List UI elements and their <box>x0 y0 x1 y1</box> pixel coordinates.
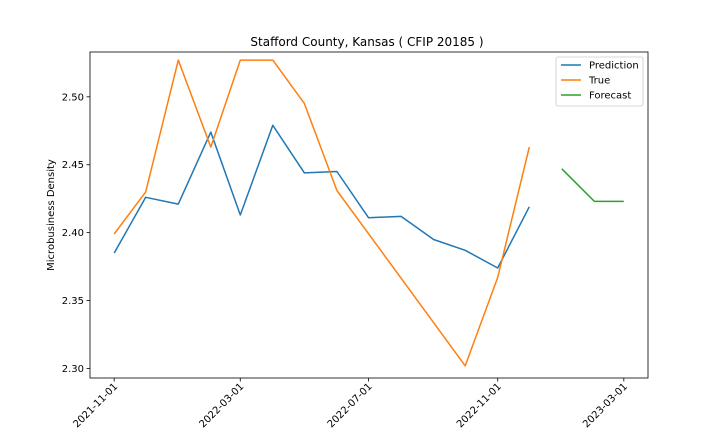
y-axis-title: Microbusiness Density <box>46 159 57 271</box>
legend: Prediction True Forecast <box>555 56 644 107</box>
series-line-true <box>113 59 531 367</box>
legend-label-true: True <box>588 76 610 87</box>
y-tick-label: 2.50 <box>62 92 84 103</box>
plot-area <box>89 51 649 379</box>
series-line-forecast <box>561 168 624 203</box>
chart-title: Stafford County, Kansas ( CFIP 20185 ) <box>250 35 483 49</box>
y-tick-label: 2.40 <box>62 228 84 239</box>
x-tick-label: 2023-03-01 <box>581 381 630 430</box>
series-line-prediction <box>113 124 530 269</box>
legend-box <box>555 56 644 107</box>
legend-label-prediction: Prediction <box>589 61 639 72</box>
x-tick-label: 2022-03-01 <box>198 381 247 430</box>
x-tick-label: 2022-11-01 <box>455 381 504 430</box>
x-tick-label: 2022-07-01 <box>326 381 375 430</box>
x-tick-label: 2021-11-01 <box>71 381 120 430</box>
x-axis: 2021-11-01 2022-03-01 2022-07-01 2022-11-01… <box>71 378 630 430</box>
legend-label-forecast: Forecast <box>589 91 631 102</box>
y-tick-label: 2.35 <box>62 296 84 307</box>
y-axis: 2.30 2.35 2.40 2.45 2.50 <box>62 92 90 375</box>
y-tick-label: 2.30 <box>62 364 84 375</box>
y-tick-label: 2.45 <box>62 160 84 171</box>
plot-frame <box>89 51 649 379</box>
